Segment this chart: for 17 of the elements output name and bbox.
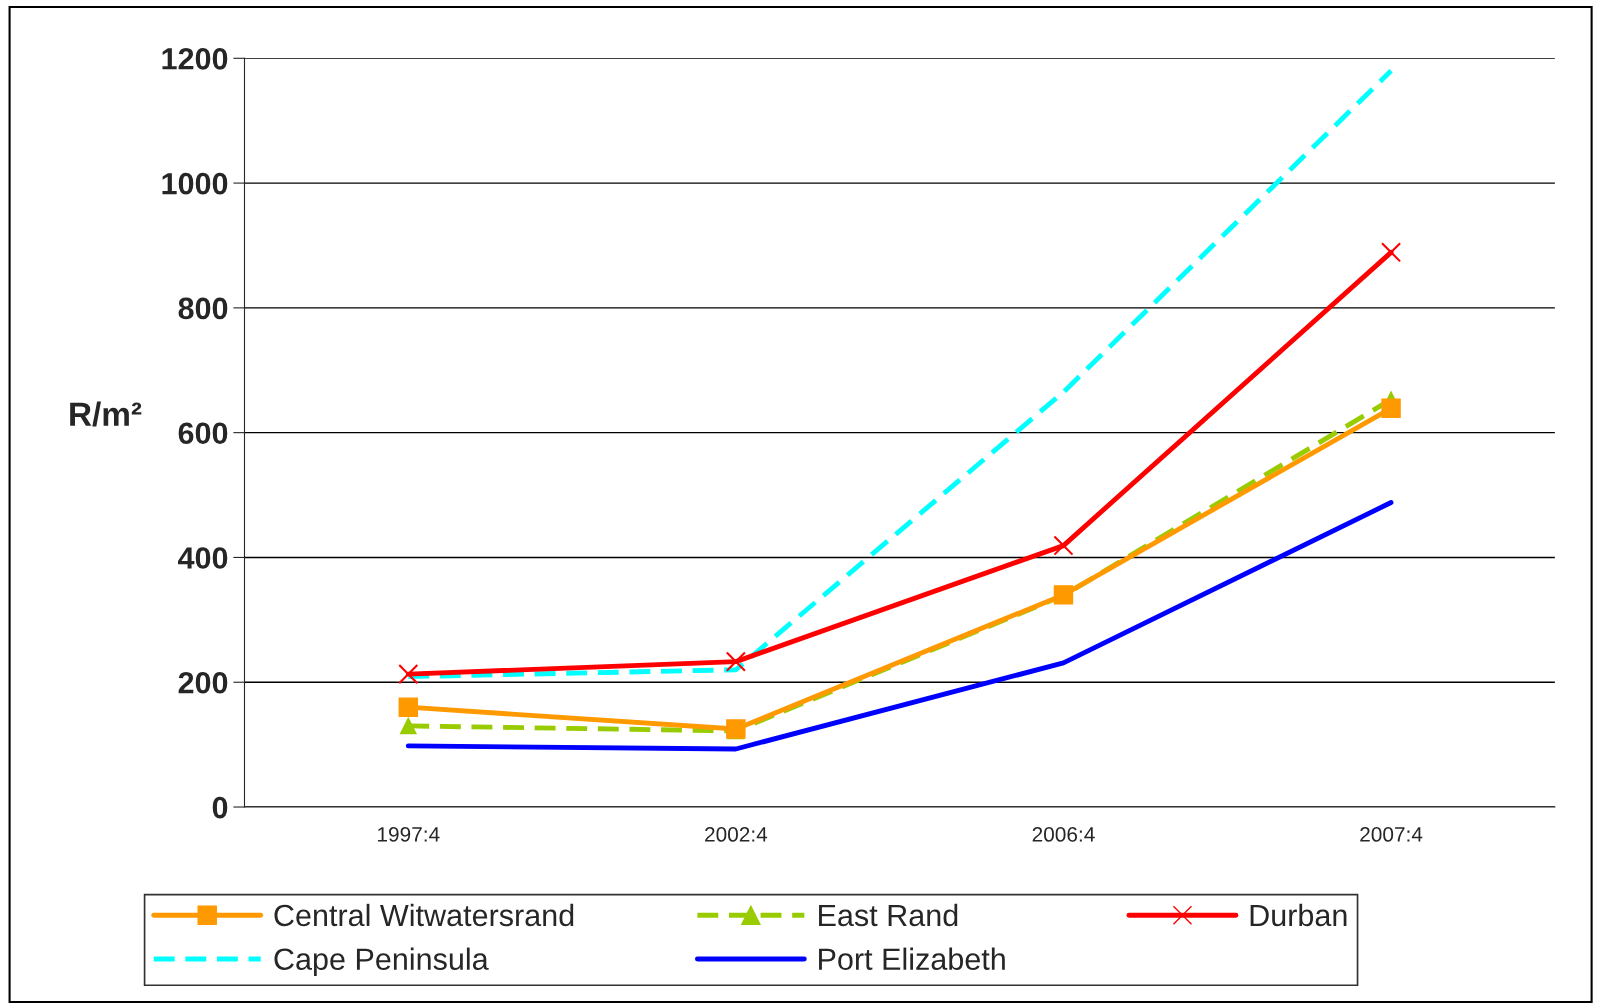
y-axis-title: R/m² [70,401,142,427]
legend-label: Durban [1250,903,1347,927]
y-tick-label: 400 [178,547,228,569]
legend-label: Cape Peninsula [274,947,489,977]
y-tick-label: 200 [178,671,228,694]
x-tick-label: 2002:4 [705,827,768,842]
legend-label: Port Elizabeth [819,947,1005,971]
y-tick-label: 1200 [162,48,228,70]
legend-label: East Rand [819,903,958,927]
y-tick-label: 800 [178,297,228,320]
x-tick-label: 1997:4 [378,827,440,842]
y-tick-label: 600 [178,422,228,445]
legend-label: Central Witwatersrand [274,903,574,927]
y-tick-label: 0 [212,796,228,819]
x-tick-label: 2007:4 [1360,827,1423,842]
x-tick-label: 2006:4 [1032,827,1095,842]
y-tick-label: 1000 [162,172,228,195]
